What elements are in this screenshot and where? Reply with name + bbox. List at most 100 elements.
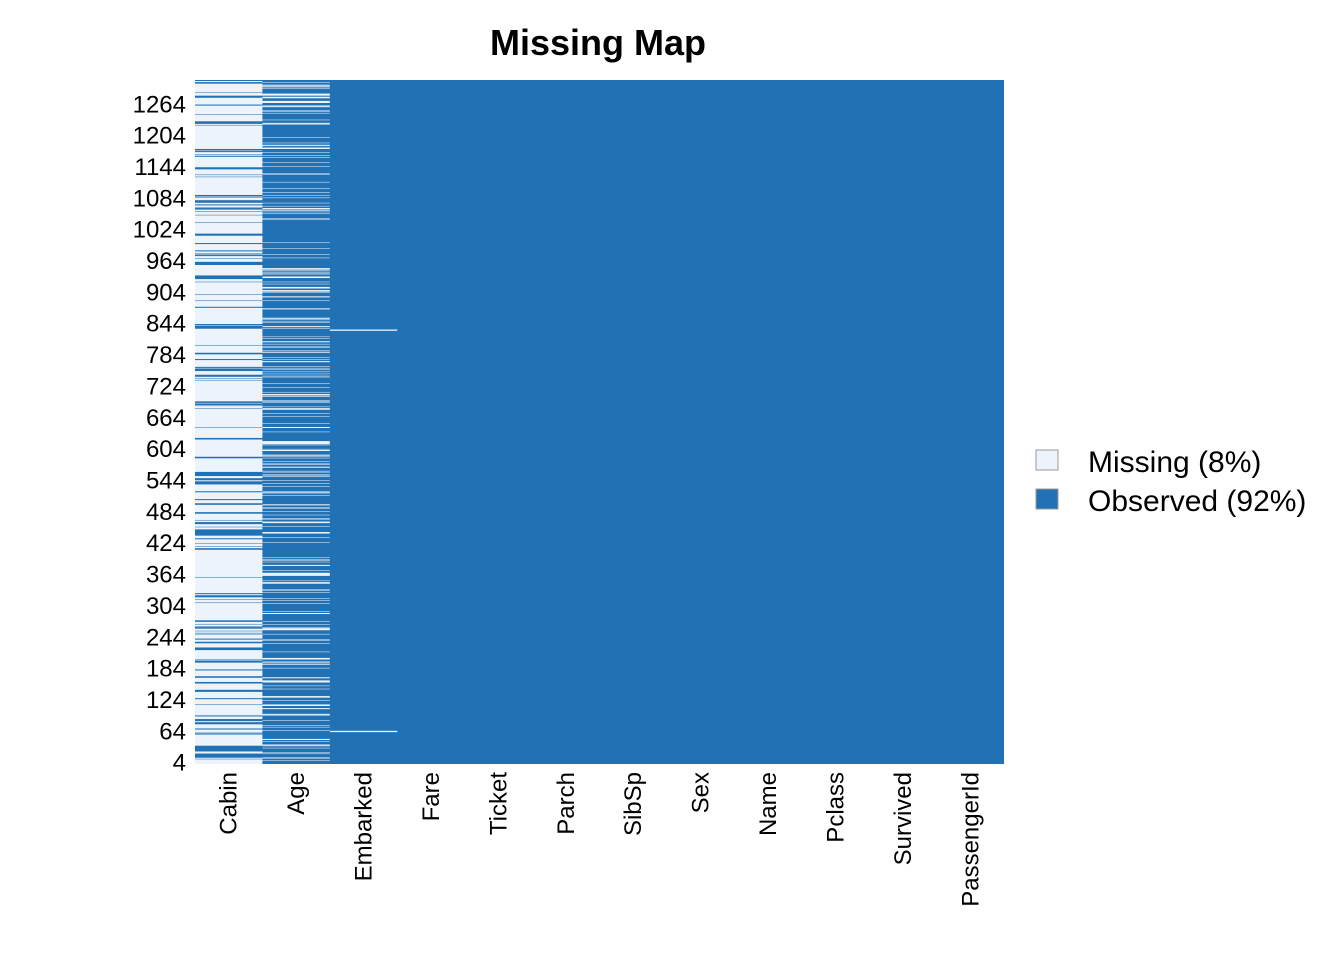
- missing-cell-cabin: [195, 81, 263, 83]
- missing-cell-age: [262, 449, 330, 452]
- missing-cell-age: [262, 86, 330, 88]
- missing-cell-cabin: [195, 105, 263, 115]
- missing-cell-age: [262, 343, 330, 345]
- missing-cell-cabin: [195, 152, 263, 155]
- missing-cell-age: [262, 281, 330, 283]
- missing-cell-cabin: [195, 759, 263, 764]
- missing-cell-age: [262, 320, 330, 322]
- missing-cell-age: [262, 82, 330, 83]
- missing-cell-age: [262, 268, 330, 270]
- y-tick-label: 64: [159, 718, 186, 745]
- missing-cell-age: [262, 441, 330, 445]
- missing-cell-cabin: [195, 196, 263, 198]
- missing-cell-age: [262, 181, 330, 183]
- missing-cell-age: [262, 367, 330, 369]
- missing-cell-age: [262, 491, 330, 492]
- missing-cell-cabin: [195, 549, 263, 578]
- missing-cell-age: [262, 137, 330, 139]
- x-tick-label-survived: Survived: [890, 772, 917, 865]
- x-tick-label-sex: Sex: [688, 772, 715, 813]
- y-tick-label: 544: [146, 468, 186, 495]
- x-tick-label-cabin: Cabin: [216, 772, 243, 835]
- missing-cell-age: [262, 213, 330, 214]
- missing-cell-cabin: [195, 254, 263, 256]
- missing-cell-age: [262, 508, 330, 510]
- missing-cell-age: [262, 511, 330, 512]
- missing-cell-cabin: [195, 197, 263, 201]
- missing-cell-age: [262, 475, 330, 477]
- missing-cell-age: [262, 111, 330, 112]
- missing-cell-cabin: [195, 175, 263, 177]
- missing-cell-age: [262, 580, 330, 582]
- y-axis: 4 64 124 184 244 304 364 424 484 544 604 664 724 784 8…: [133, 91, 186, 776]
- y-tick-label: 724: [146, 373, 186, 400]
- missing-cell-age: [262, 758, 330, 759]
- y-tick-label: 1264: [133, 91, 186, 118]
- missing-cell-cabin: [195, 639, 263, 642]
- missing-cell-age: [262, 611, 330, 612]
- missing-cell-age: [262, 319, 330, 320]
- missing-cell-cabin: [195, 244, 263, 251]
- missing-cell-age: [262, 406, 330, 408]
- missing-cell-cabin: [195, 721, 263, 723]
- missing-cell-cabin: [195, 504, 263, 513]
- missing-cell-age: [262, 328, 330, 329]
- missing-cell-age: [262, 431, 330, 433]
- missing-cell-cabin: [195, 376, 263, 379]
- missing-cell-cabin: [195, 325, 263, 326]
- missing-cell-cabin: [195, 628, 263, 631]
- missing-cell-age: [262, 197, 330, 199]
- missing-cell-age: [262, 470, 330, 472]
- missing-cell-age: [262, 270, 330, 271]
- missing-cell-cabin: [195, 235, 263, 244]
- missing-cell-age: [262, 152, 330, 153]
- missing-cell-cabin: [195, 251, 263, 254]
- missing-cell-age: [262, 495, 330, 496]
- missing-cell-age: [262, 725, 330, 726]
- missing-cell-age: [262, 174, 330, 175]
- missing-cell-cabin: [195, 156, 263, 168]
- missing-cell-embarked: [329, 730, 398, 733]
- legend: Missing (8%) Observed (92%): [1035, 446, 1306, 518]
- missing-cell-age: [262, 423, 330, 424]
- missing-cell-age: [262, 271, 330, 273]
- missing-cell-age: [262, 657, 330, 660]
- missing-cell-cabin: [195, 670, 263, 677]
- missing-cell-age: [262, 598, 330, 599]
- missing-cell-cabin: [195, 150, 263, 152]
- missing-cell-age: [262, 122, 330, 124]
- missing-cell-cabin: [195, 115, 263, 122]
- missing-cell-age: [262, 688, 330, 690]
- x-axis: Cabin Age Embarked Fare Ticket Parch SibSp Sex N…: [216, 772, 985, 907]
- missing-cell-cabin: [195, 704, 263, 716]
- missing-cell-age: [262, 559, 330, 560]
- missing-cell-age: [262, 105, 330, 106]
- missing-cell-age: [262, 408, 330, 410]
- missing-cell-cabin: [195, 513, 263, 520]
- missing-cell-cabin: [195, 307, 263, 325]
- missing-cell-age: [262, 627, 330, 628]
- missing-cell-age: [262, 561, 330, 563]
- missing-cell-cabin: [195, 577, 263, 594]
- x-tick-label-embarked: Embarked: [351, 772, 378, 881]
- missing-cell-cabin: [195, 202, 263, 205]
- missing-cell-age: [262, 290, 330, 292]
- missing-cell-age: [262, 454, 330, 456]
- missing-cell-age: [262, 142, 330, 144]
- missing-cell-age: [262, 667, 330, 669]
- missing-cell-age: [262, 166, 330, 167]
- missing-cell-age: [262, 383, 330, 384]
- missing-cell-age: [262, 603, 330, 604]
- missing-cell-embarked: [329, 329, 398, 331]
- y-tick-label: 1144: [134, 154, 186, 181]
- missing-cell-age: [262, 361, 330, 363]
- missing-cell-age: [262, 521, 330, 524]
- missing-cell-age: [262, 643, 330, 644]
- missing-cell-age: [262, 359, 330, 360]
- missing-cell-age: [262, 162, 330, 163]
- missing-cell-age: [262, 336, 330, 338]
- y-tick-label: 964: [146, 248, 186, 275]
- missing-cell-age: [262, 466, 330, 468]
- missing-cell-cabin: [195, 123, 263, 125]
